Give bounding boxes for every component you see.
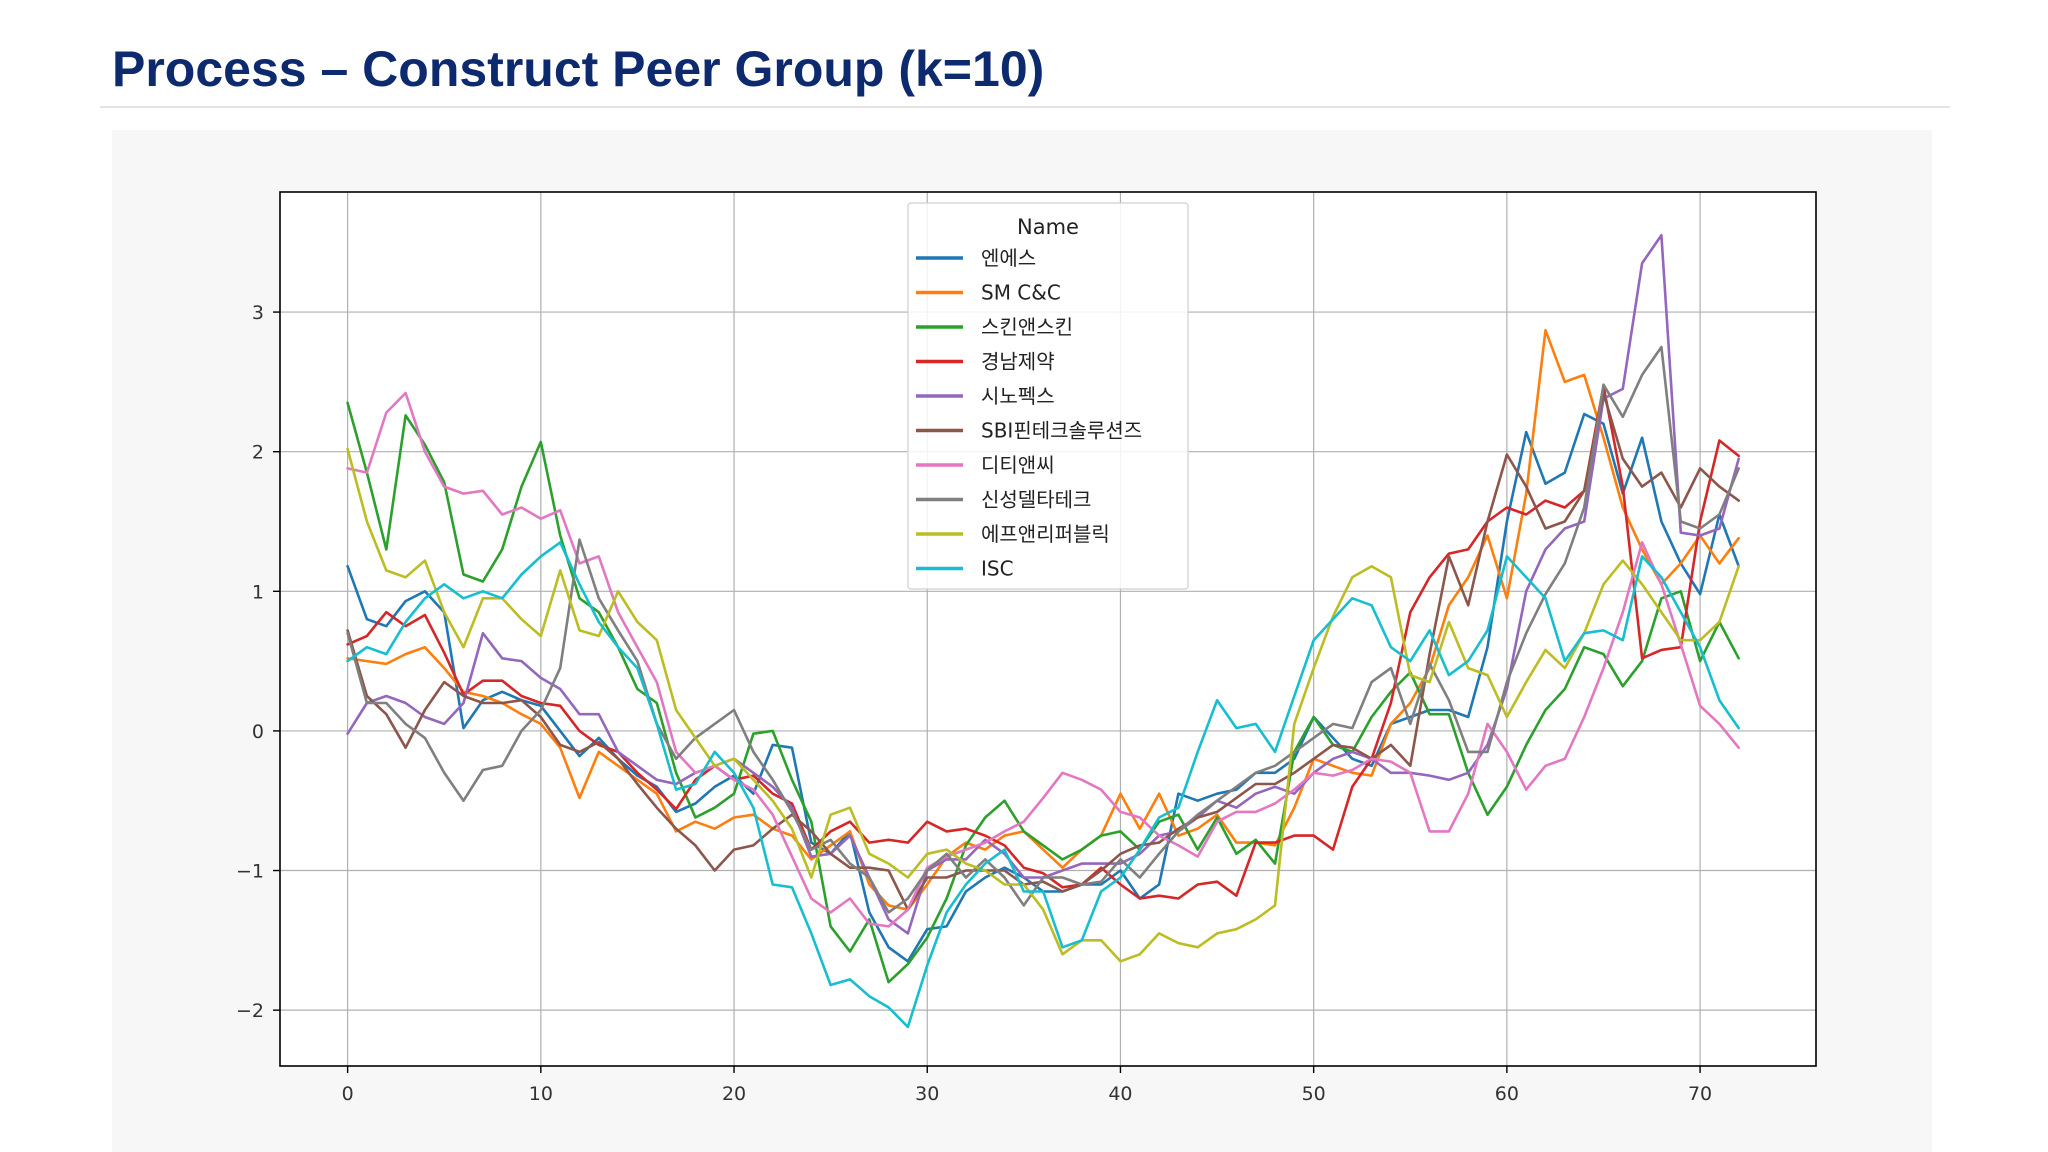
- y-tick-label: 3: [252, 302, 264, 324]
- legend-label: ISC: [981, 557, 1014, 581]
- x-tick-label: 10: [529, 1083, 553, 1105]
- series-line: [346, 391, 1740, 911]
- legend-label: 디티앤씨: [981, 453, 1055, 477]
- legend-label: 시노펙스: [981, 384, 1055, 408]
- title-divider: [100, 106, 1950, 108]
- series-line: [346, 447, 1740, 963]
- series-line: [346, 401, 1740, 984]
- legend-label: 스킨앤스킨: [981, 315, 1073, 339]
- legend-label: 신성델타테크: [981, 488, 1091, 512]
- x-tick-label: 60: [1495, 1083, 1519, 1105]
- legend-label: SBI핀테크솔루션즈: [981, 419, 1142, 443]
- x-tick-label: 30: [915, 1083, 939, 1105]
- x-tick-label: 40: [1108, 1083, 1132, 1105]
- x-tick-label: 70: [1688, 1083, 1712, 1105]
- x-tick-label: 0: [342, 1083, 354, 1105]
- series-line: [346, 541, 1740, 1029]
- y-tick-label: 1: [252, 581, 264, 603]
- y-tick-label: −2: [236, 1000, 264, 1022]
- series-line: [346, 384, 1740, 900]
- x-tick-label: 50: [1302, 1083, 1326, 1105]
- legend-label: 엔에스: [981, 246, 1036, 270]
- legend-box: [907, 202, 1189, 590]
- legend-label: 에프앤리퍼블릭: [981, 522, 1110, 546]
- y-tick-label: 2: [252, 442, 264, 464]
- legend-title: Name: [1017, 215, 1079, 239]
- series-line: [346, 345, 1740, 914]
- legend-label: SM C&C: [981, 281, 1061, 305]
- plot-frame: [279, 191, 1817, 1067]
- slide-title: Process – Construct Peer Group (k=10): [112, 41, 1045, 97]
- series-line: [346, 391, 1740, 928]
- series-line: [346, 328, 1740, 911]
- legend-label: 경남제약: [981, 350, 1055, 374]
- y-tick-label: −1: [236, 861, 264, 883]
- y-tick-label: 0: [252, 721, 264, 743]
- x-tick-label: 20: [722, 1083, 746, 1105]
